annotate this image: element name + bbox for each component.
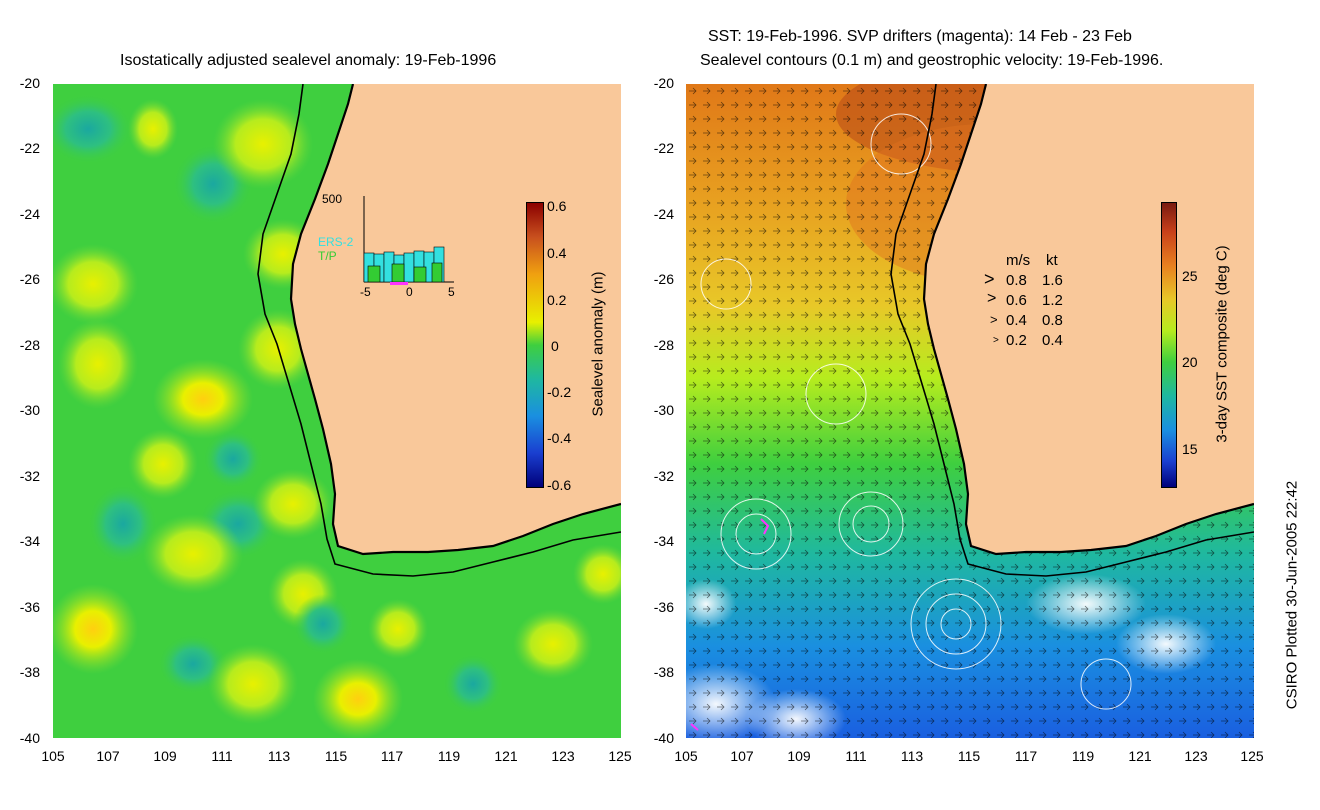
right-xtick: 113	[900, 748, 924, 764]
velocity-arrow-icon: >	[987, 290, 997, 307]
velocity-arrow-icon: >	[993, 335, 999, 346]
right-xtick: 125	[1240, 748, 1264, 764]
sla-tick-0.2: 0.2	[547, 292, 567, 308]
left-ytick: -40	[19, 730, 40, 746]
shelf-contour	[257, 84, 621, 577]
inset-y-max-label: 500	[322, 192, 342, 206]
right-xtick: 107	[730, 748, 754, 764]
sla-tick-0.6: 0.6	[547, 198, 567, 214]
drifter-track	[690, 723, 699, 731]
right-xtick: 115	[957, 748, 981, 764]
coastline	[289, 84, 621, 556]
left-ytick: -36	[19, 599, 40, 615]
right-ytick: -34	[653, 533, 674, 549]
left-ytick: -24	[19, 206, 40, 222]
left-ytick: -20	[19, 75, 40, 91]
left-ytick: -26	[19, 271, 40, 287]
right-xtick: 105	[674, 748, 698, 764]
sealevel-anomaly-plot	[53, 84, 621, 738]
left-ytick: -38	[19, 664, 40, 680]
sst-tick-25: 25	[1182, 268, 1198, 284]
left-xtick: 123	[551, 748, 575, 764]
left-xtick: 113	[267, 748, 291, 764]
sealevel-colorbar	[526, 202, 544, 488]
right-ytick: -30	[653, 402, 674, 418]
sla-tick-0.4: 0.4	[547, 245, 567, 261]
left-xtick: 125	[608, 748, 632, 764]
sst-colorbar	[1161, 202, 1177, 488]
left-xtick: 119	[437, 748, 461, 764]
left-xtick: 111	[211, 748, 233, 764]
right-xtick: 111	[845, 748, 867, 764]
coastline	[922, 84, 1254, 556]
right-xtick: 117	[1014, 748, 1038, 764]
left-xtick: 117	[380, 748, 404, 764]
sealevel-colorbar-label: Sealevel anomaly (m)	[589, 271, 607, 417]
sla-tick-neg0.6: -0.6	[547, 477, 572, 493]
right-xtick: 119	[1071, 748, 1095, 764]
right-ytick: -24	[653, 206, 674, 222]
sealevel-contours	[700, 113, 1132, 710]
shelf-contour	[890, 84, 1254, 577]
left-xtick: 105	[41, 748, 65, 764]
inset-bars	[363, 246, 445, 283]
left-ytick: -30	[19, 402, 40, 418]
plot-credit: CSIRO Plotted 30-Jun-2005 22:42	[1283, 480, 1301, 710]
right-xtick: 123	[1184, 748, 1208, 764]
inset-legend-tp: T/P	[318, 249, 337, 263]
left-panel-title: Isostatically adjusted sealevel anomaly:…	[120, 52, 497, 69]
right-ytick: -20	[653, 75, 674, 91]
left-ytick: -32	[19, 468, 40, 484]
right-ytick: -38	[653, 664, 674, 680]
right-ytick: -32	[653, 468, 674, 484]
inset-xtick-0: 0	[406, 285, 413, 299]
right-xtick: 121	[1128, 748, 1152, 764]
left-ytick: -34	[19, 533, 40, 549]
data-coverage-inset: 500 ERS-2 T/P -5 0 5	[318, 192, 455, 299]
right-xtick: 109	[787, 748, 811, 764]
sla-tick-0: 0	[551, 338, 559, 354]
left-xtick: 109	[153, 748, 177, 764]
sst-tick-15: 15	[1182, 441, 1198, 457]
right-ytick: -26	[653, 271, 674, 287]
inset-legend-ers2: ERS-2	[318, 235, 354, 249]
left-xtick: 115	[324, 748, 348, 764]
left-ytick: -28	[19, 337, 40, 353]
right-ytick: -40	[653, 730, 674, 746]
left-xtick: 121	[494, 748, 518, 764]
australia-land	[291, 84, 621, 554]
right-ytick: -22	[653, 140, 674, 156]
drifter-track	[760, 518, 770, 535]
inset-xtick-neg5: -5	[360, 285, 371, 299]
right-ytick: -28	[653, 337, 674, 353]
right-panel-title-line2: Sealevel contours (0.1 m) and geostrophi…	[700, 52, 1164, 69]
left-ytick: -22	[19, 140, 40, 156]
velocity-arrow-icon: >	[990, 312, 998, 327]
inset-xtick-5: 5	[448, 285, 455, 299]
sla-tick-neg0.4: -0.4	[547, 430, 572, 446]
velocity-key-header-ms: m/s	[1006, 252, 1031, 269]
australia-land	[924, 84, 1254, 554]
velocity-key-header-kt: kt	[1046, 252, 1058, 269]
sst-colorbar-label: 3-day SST composite (deg C)	[1213, 245, 1231, 443]
left-xtick: 107	[96, 748, 120, 764]
sst-tick-20: 20	[1182, 354, 1198, 370]
right-ytick: -36	[653, 599, 674, 615]
velocity-arrow-icon: >	[984, 269, 995, 289]
right-panel-title-line1: SST: 19-Feb-1996. SVP drifters (magenta)…	[708, 28, 1132, 45]
sla-tick-neg0.2: -0.2	[547, 384, 572, 400]
